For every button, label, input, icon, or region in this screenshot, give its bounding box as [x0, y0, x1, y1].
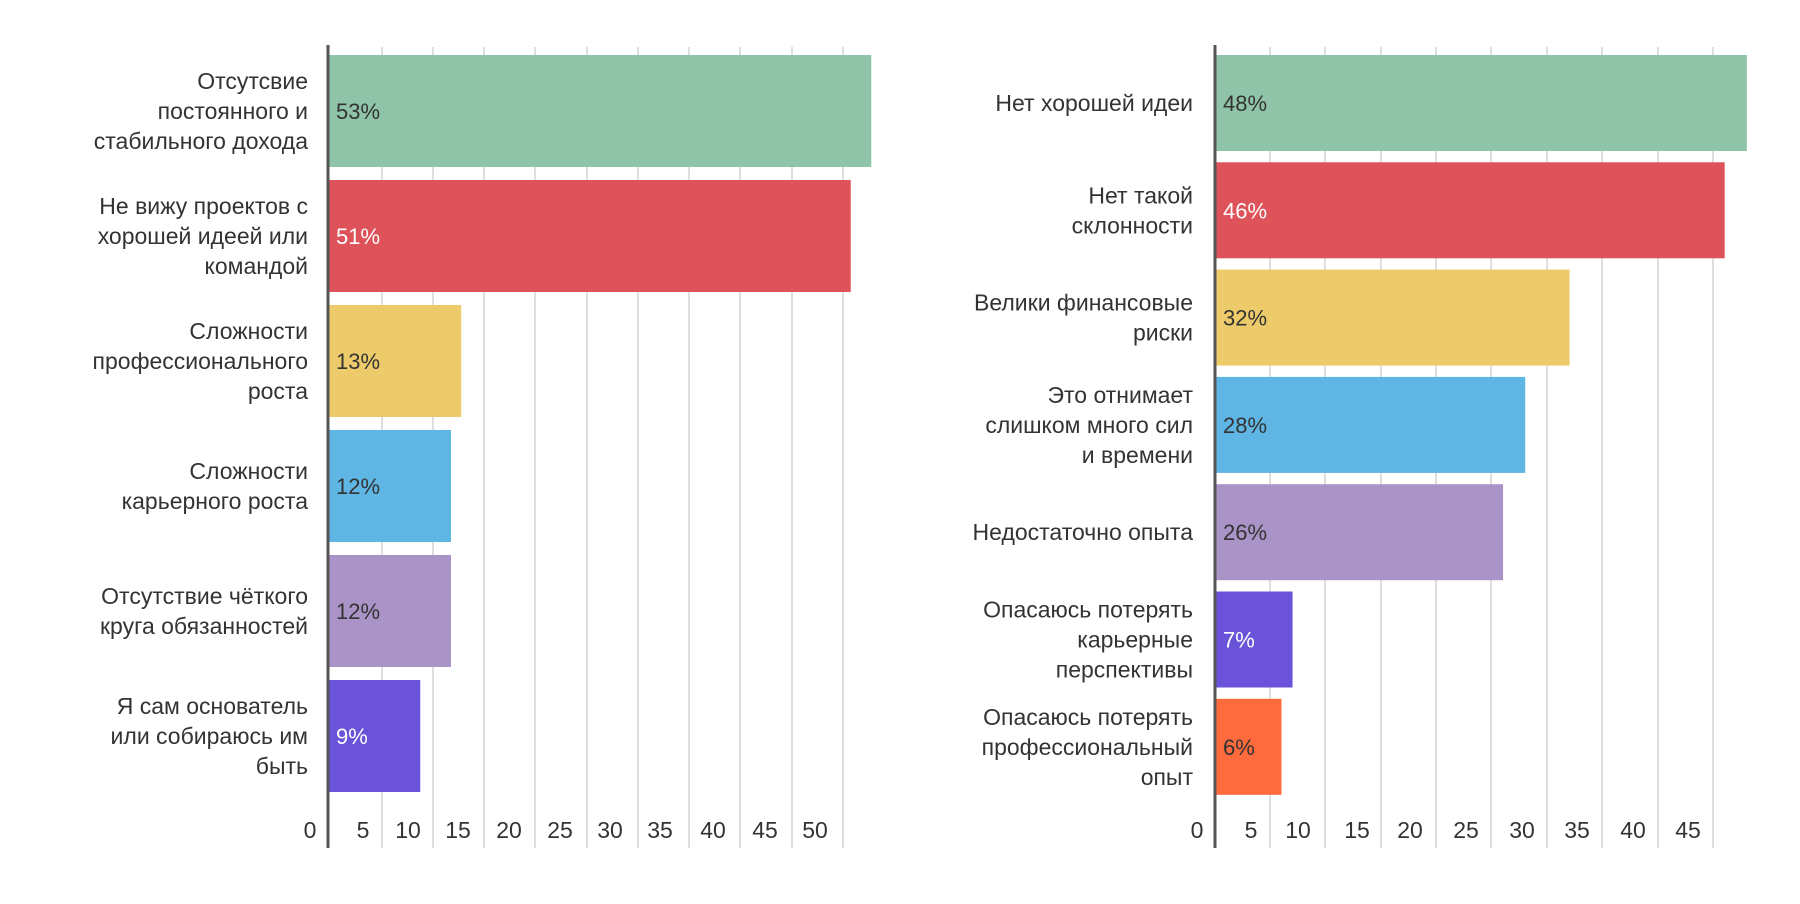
bar-value-label: 9%	[336, 724, 368, 749]
x-tick-label: 30	[597, 817, 623, 843]
bar	[1215, 55, 1747, 151]
x-tick-label: 25	[547, 817, 573, 843]
category-label: Нет хорошей идеи	[995, 90, 1193, 116]
bar-value-label: 53%	[336, 99, 380, 124]
chart-right: 48% Нет хорошей идеи 46% Нет такой склонност…	[973, 45, 1747, 848]
category-label: профессиональный	[982, 734, 1193, 760]
category-label: стабильного дохода	[94, 128, 308, 154]
x-tick-label: 40	[1620, 817, 1646, 843]
bar	[328, 555, 451, 667]
x-tick-label: 20	[1397, 817, 1423, 843]
x-tick-label: 15	[1344, 817, 1370, 843]
chart-left: 53% Отсутсвие постоянного и стабильного дох…	[93, 45, 872, 848]
bar-value-label: 26%	[1223, 520, 1267, 545]
category-label: Сложности	[189, 458, 308, 484]
x-tick-label: 0	[304, 817, 317, 843]
x-tick-label: 45	[1675, 817, 1701, 843]
category-label: перспективы	[1056, 657, 1193, 683]
bar	[1215, 698, 1282, 795]
category-label: опыт	[1141, 764, 1194, 790]
bar	[328, 680, 421, 792]
category-label: или собираюсь им	[111, 723, 308, 749]
bar	[328, 55, 872, 167]
x-tick-label: 50	[802, 817, 828, 843]
x-tick-label: 25	[1453, 817, 1479, 843]
bar-value-label: 32%	[1223, 306, 1267, 331]
x-tick-label: 0	[1191, 817, 1204, 843]
bar-value-label: 51%	[336, 224, 380, 249]
category-label: хорошей идеей или	[98, 223, 308, 249]
x-tick-label: 5	[357, 817, 370, 843]
category-label: быть	[256, 753, 308, 779]
category-label: склонности	[1072, 212, 1193, 238]
category-label: карьерные	[1077, 627, 1193, 653]
x-tick-label: 20	[496, 817, 522, 843]
category-label: Опасаюсь потерять	[983, 597, 1193, 623]
x-tick-label: 10	[1285, 817, 1311, 843]
category-label: Опасаюсь потерять	[983, 704, 1193, 730]
x-tick-label: 35	[647, 817, 673, 843]
bar	[1215, 591, 1293, 688]
category-label: профессионального	[93, 348, 308, 374]
category-label: Недостаточно опыта	[973, 519, 1194, 545]
bar-value-label: 7%	[1223, 628, 1255, 653]
x-tick-label: 40	[700, 817, 726, 843]
bar	[1215, 376, 1526, 473]
category-label: Это отнимает	[1047, 382, 1193, 408]
category-label: Отсутствие чёткого	[101, 583, 308, 609]
category-label: Не вижу проектов с	[99, 193, 308, 219]
x-tick-label: 35	[1564, 817, 1590, 843]
category-label: Нет такой	[1088, 182, 1193, 208]
bar	[328, 430, 451, 542]
category-label: риски	[1133, 320, 1193, 346]
x-tick-label: 30	[1509, 817, 1535, 843]
category-label: Сложности	[189, 318, 308, 344]
bar-value-label: 6%	[1223, 735, 1255, 760]
category-label: Велики финансовые	[974, 290, 1193, 316]
bar-value-label: 13%	[336, 349, 380, 374]
x-tick-label: 15	[445, 817, 471, 843]
category-label: постоянного и	[158, 98, 308, 124]
x-tick-label: 5	[1245, 817, 1258, 843]
bar-value-label: 12%	[336, 474, 380, 499]
bar-value-label: 46%	[1223, 198, 1267, 223]
category-label: командой	[205, 253, 308, 279]
category-label: роста	[248, 378, 308, 404]
bar	[1215, 269, 1570, 366]
bar-value-label: 28%	[1223, 413, 1267, 438]
bar	[1215, 484, 1504, 581]
category-label: слишком много сил	[985, 412, 1193, 438]
x-tick-label: 10	[395, 817, 421, 843]
bar-value-label: 12%	[336, 599, 380, 624]
x-tick-label: 45	[752, 817, 778, 843]
bar	[1215, 162, 1725, 259]
category-label: карьерного роста	[122, 488, 309, 514]
category-label: Отсутсвие	[197, 68, 308, 94]
bar	[328, 180, 851, 292]
category-label: Я сам основатель	[117, 693, 308, 719]
category-label: круга обязанностей	[100, 613, 308, 639]
category-label: и времени	[1082, 442, 1193, 468]
bar	[328, 305, 462, 417]
bar-value-label: 48%	[1223, 91, 1267, 116]
